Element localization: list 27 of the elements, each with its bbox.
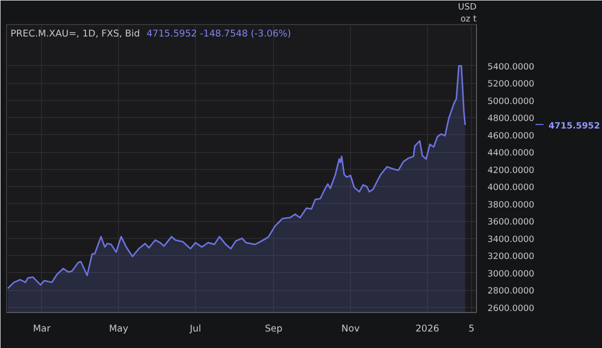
text: 4715.5952 [548, 121, 600, 132]
x-tick-label: 2026 [415, 324, 440, 334]
annotation: oz t [460, 14, 478, 24]
x-tick-label: Sep [264, 324, 282, 334]
x-tick-label: Jul [188, 324, 202, 334]
x-tick-label: 5 [468, 324, 474, 334]
y-tick-label: 3200.0000 [488, 252, 534, 262]
y-tick-label: 3600.0000 [488, 218, 534, 228]
y-tick-label: 4000.0000 [488, 183, 534, 194]
x-tick-label: Mar [32, 324, 51, 334]
x-tick-label: May [109, 324, 129, 334]
y-tick-label: 3800.0000 [488, 200, 534, 210]
y-tick-label: 4600.0000 [488, 131, 534, 142]
y-tick-label: 5000.0000 [488, 96, 534, 107]
y-tick-label: 4800.0000 [488, 114, 534, 124]
text: 4715.5952 -148.7548 (-3.06%) [146, 28, 292, 40]
y-tick-label: 3400.0000 [488, 234, 534, 245]
text: PREC.M.XAU=, 1D, FXS, Bid [10, 28, 140, 40]
y-tick-label: 4400.0000 [488, 148, 534, 159]
y-tick-label: 5400.0000 [488, 62, 534, 72]
x-tick-label: Nov [341, 324, 360, 334]
y-tick-label: 3000.0000 [488, 269, 534, 280]
y-tick-label: 2600.0000 [488, 304, 534, 314]
text: USD [458, 2, 477, 12]
y-tick-label: 4200.0000 [488, 166, 534, 176]
y-tick-label: 2800.0000 [488, 286, 534, 297]
y-tick-label: 5200.0000 [488, 80, 534, 90]
